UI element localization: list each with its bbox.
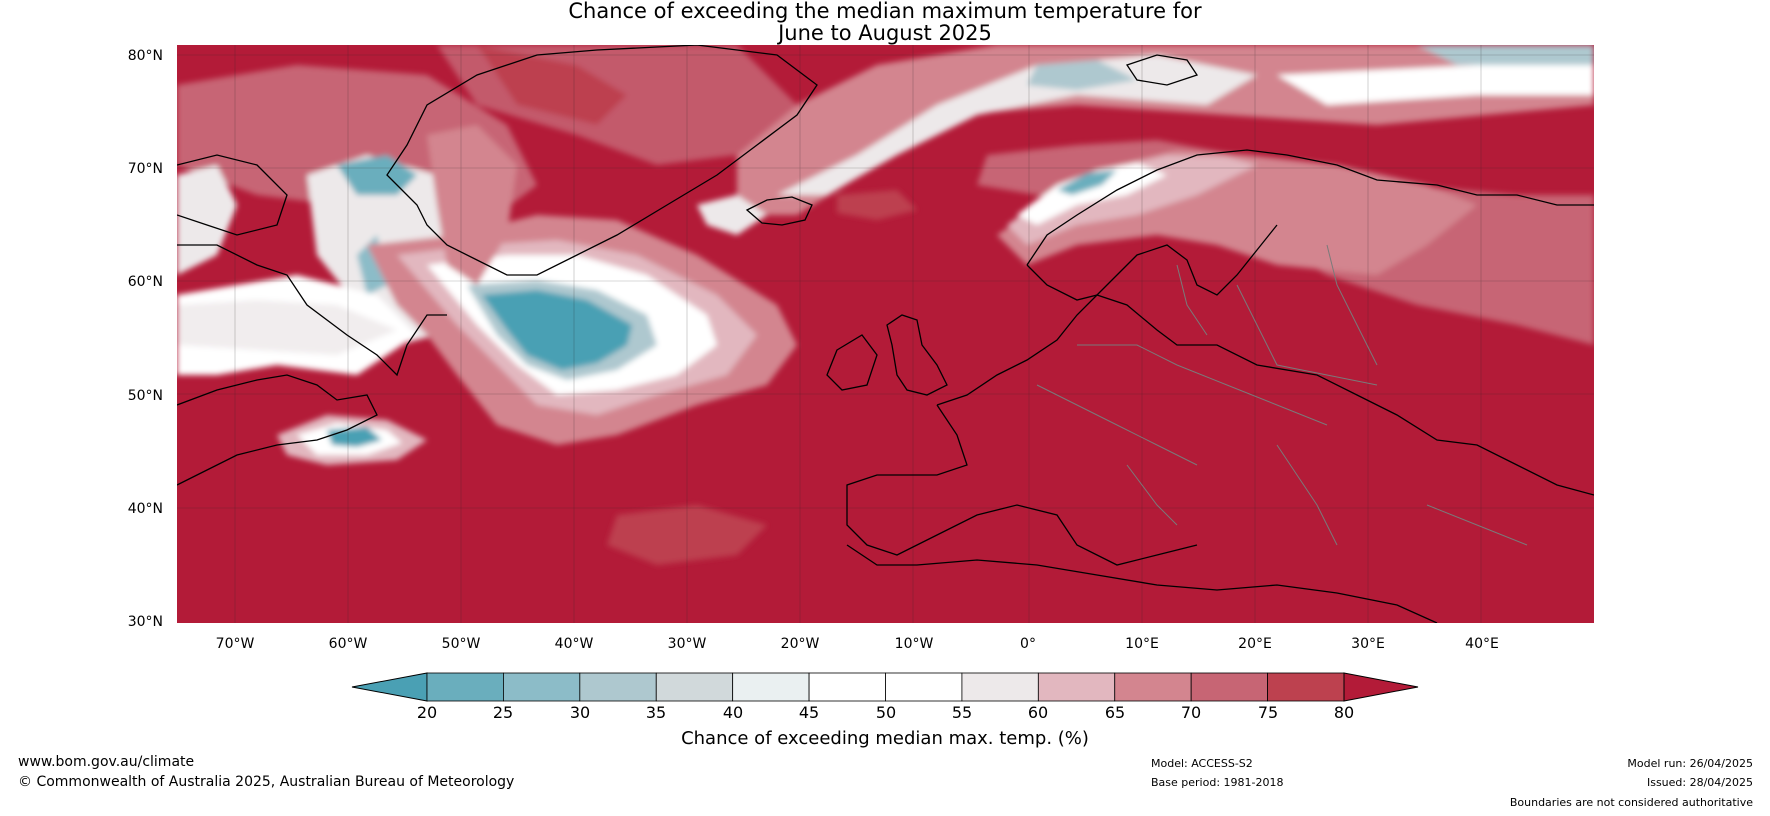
colorbar-segment — [808, 672, 886, 702]
colorbar-tick: 25 — [492, 703, 514, 722]
lon-label-30w: 30°W — [667, 636, 707, 652]
colorbar-segment — [1037, 672, 1116, 702]
country-borders — [1036, 244, 1528, 546]
colorbar-tick: 80 — [1333, 703, 1355, 722]
colorbar-segment — [885, 672, 963, 702]
colorbar-tick: 75 — [1257, 703, 1279, 722]
map-title-line1: Chance of exceeding the median maximum t… — [568, 0, 1202, 23]
colorbar-segment — [655, 672, 734, 702]
colorbar-segment — [426, 672, 504, 702]
lon-label-10w: 10°W — [894, 636, 934, 652]
lat-label-40n: 40°N — [127, 501, 163, 517]
colorbar-graphic — [351, 672, 1419, 702]
colorbar-tick: 55 — [951, 703, 973, 722]
lat-label-50n: 50°N — [127, 388, 163, 404]
colorbar-tick: 70 — [1180, 703, 1202, 722]
lat-label-80n: 80°N — [127, 48, 163, 64]
map-title-line2: June to August 2025 — [778, 21, 992, 45]
footer-disclaimer: Boundaries are not considered authoritat… — [1509, 796, 1753, 809]
probability-map — [177, 45, 1594, 623]
lon-label-0: 0° — [1020, 636, 1036, 652]
colorbar-tick: 50 — [875, 703, 897, 722]
colorbar-extend-low — [351, 672, 428, 702]
colorbar-segment — [732, 672, 810, 702]
lon-label-30e: 30°E — [1351, 636, 1385, 652]
lon-label-60w: 60°W — [328, 636, 368, 652]
lon-label-40e: 40°E — [1465, 636, 1499, 652]
colorbar-tick: 40 — [722, 703, 744, 722]
colorbar-segment — [579, 672, 657, 702]
colorbar-segment — [1267, 672, 1345, 702]
colorbar-tick: 60 — [1027, 703, 1049, 722]
colorbar-segment — [961, 672, 1039, 702]
lat-label-60n: 60°N — [127, 274, 163, 290]
footer-issued: Issued: 28/04/2025 — [1646, 776, 1753, 789]
colorbar-extend-high — [1343, 672, 1419, 702]
lon-label-10e: 10°E — [1125, 636, 1159, 652]
colorbar-tick: 65 — [1104, 703, 1126, 722]
probability-patches — [177, 45, 1594, 565]
colorbar-tick: 30 — [569, 703, 591, 722]
footer-model-run: Model run: 26/04/2025 — [1627, 757, 1753, 770]
map-canvas — [177, 45, 1594, 623]
colorbar-tick: 20 — [416, 703, 438, 722]
coastlines — [177, 45, 1594, 623]
footer-base-period: Base period: 1981-2018 — [1151, 776, 1284, 789]
colorbar-tick: 35 — [645, 703, 667, 722]
footer-model: Model: ACCESS-S2 — [1151, 757, 1253, 770]
lon-label-70w: 70°W — [215, 636, 255, 652]
colorbar — [350, 670, 1420, 710]
lon-label-40w: 40°W — [554, 636, 594, 652]
footer-website: www.bom.gov.au/climate — [18, 754, 195, 770]
colorbar-segment — [503, 672, 581, 702]
colorbar-label: Chance of exceeding median max. temp. (%… — [681, 728, 1089, 749]
lon-label-20e: 20°E — [1238, 636, 1272, 652]
colorbar-tick: 45 — [798, 703, 820, 722]
lat-label-30n: 30°N — [127, 614, 163, 630]
graticule — [177, 45, 1594, 623]
lon-label-50w: 50°W — [441, 636, 481, 652]
lat-label-70n: 70°N — [127, 161, 163, 177]
colorbar-segment — [1114, 672, 1192, 702]
footer-copyright: © Commonwealth of Australia 2025, Austra… — [18, 774, 515, 790]
lon-label-20w: 20°W — [780, 636, 820, 652]
colorbar-segment — [1190, 672, 1268, 702]
